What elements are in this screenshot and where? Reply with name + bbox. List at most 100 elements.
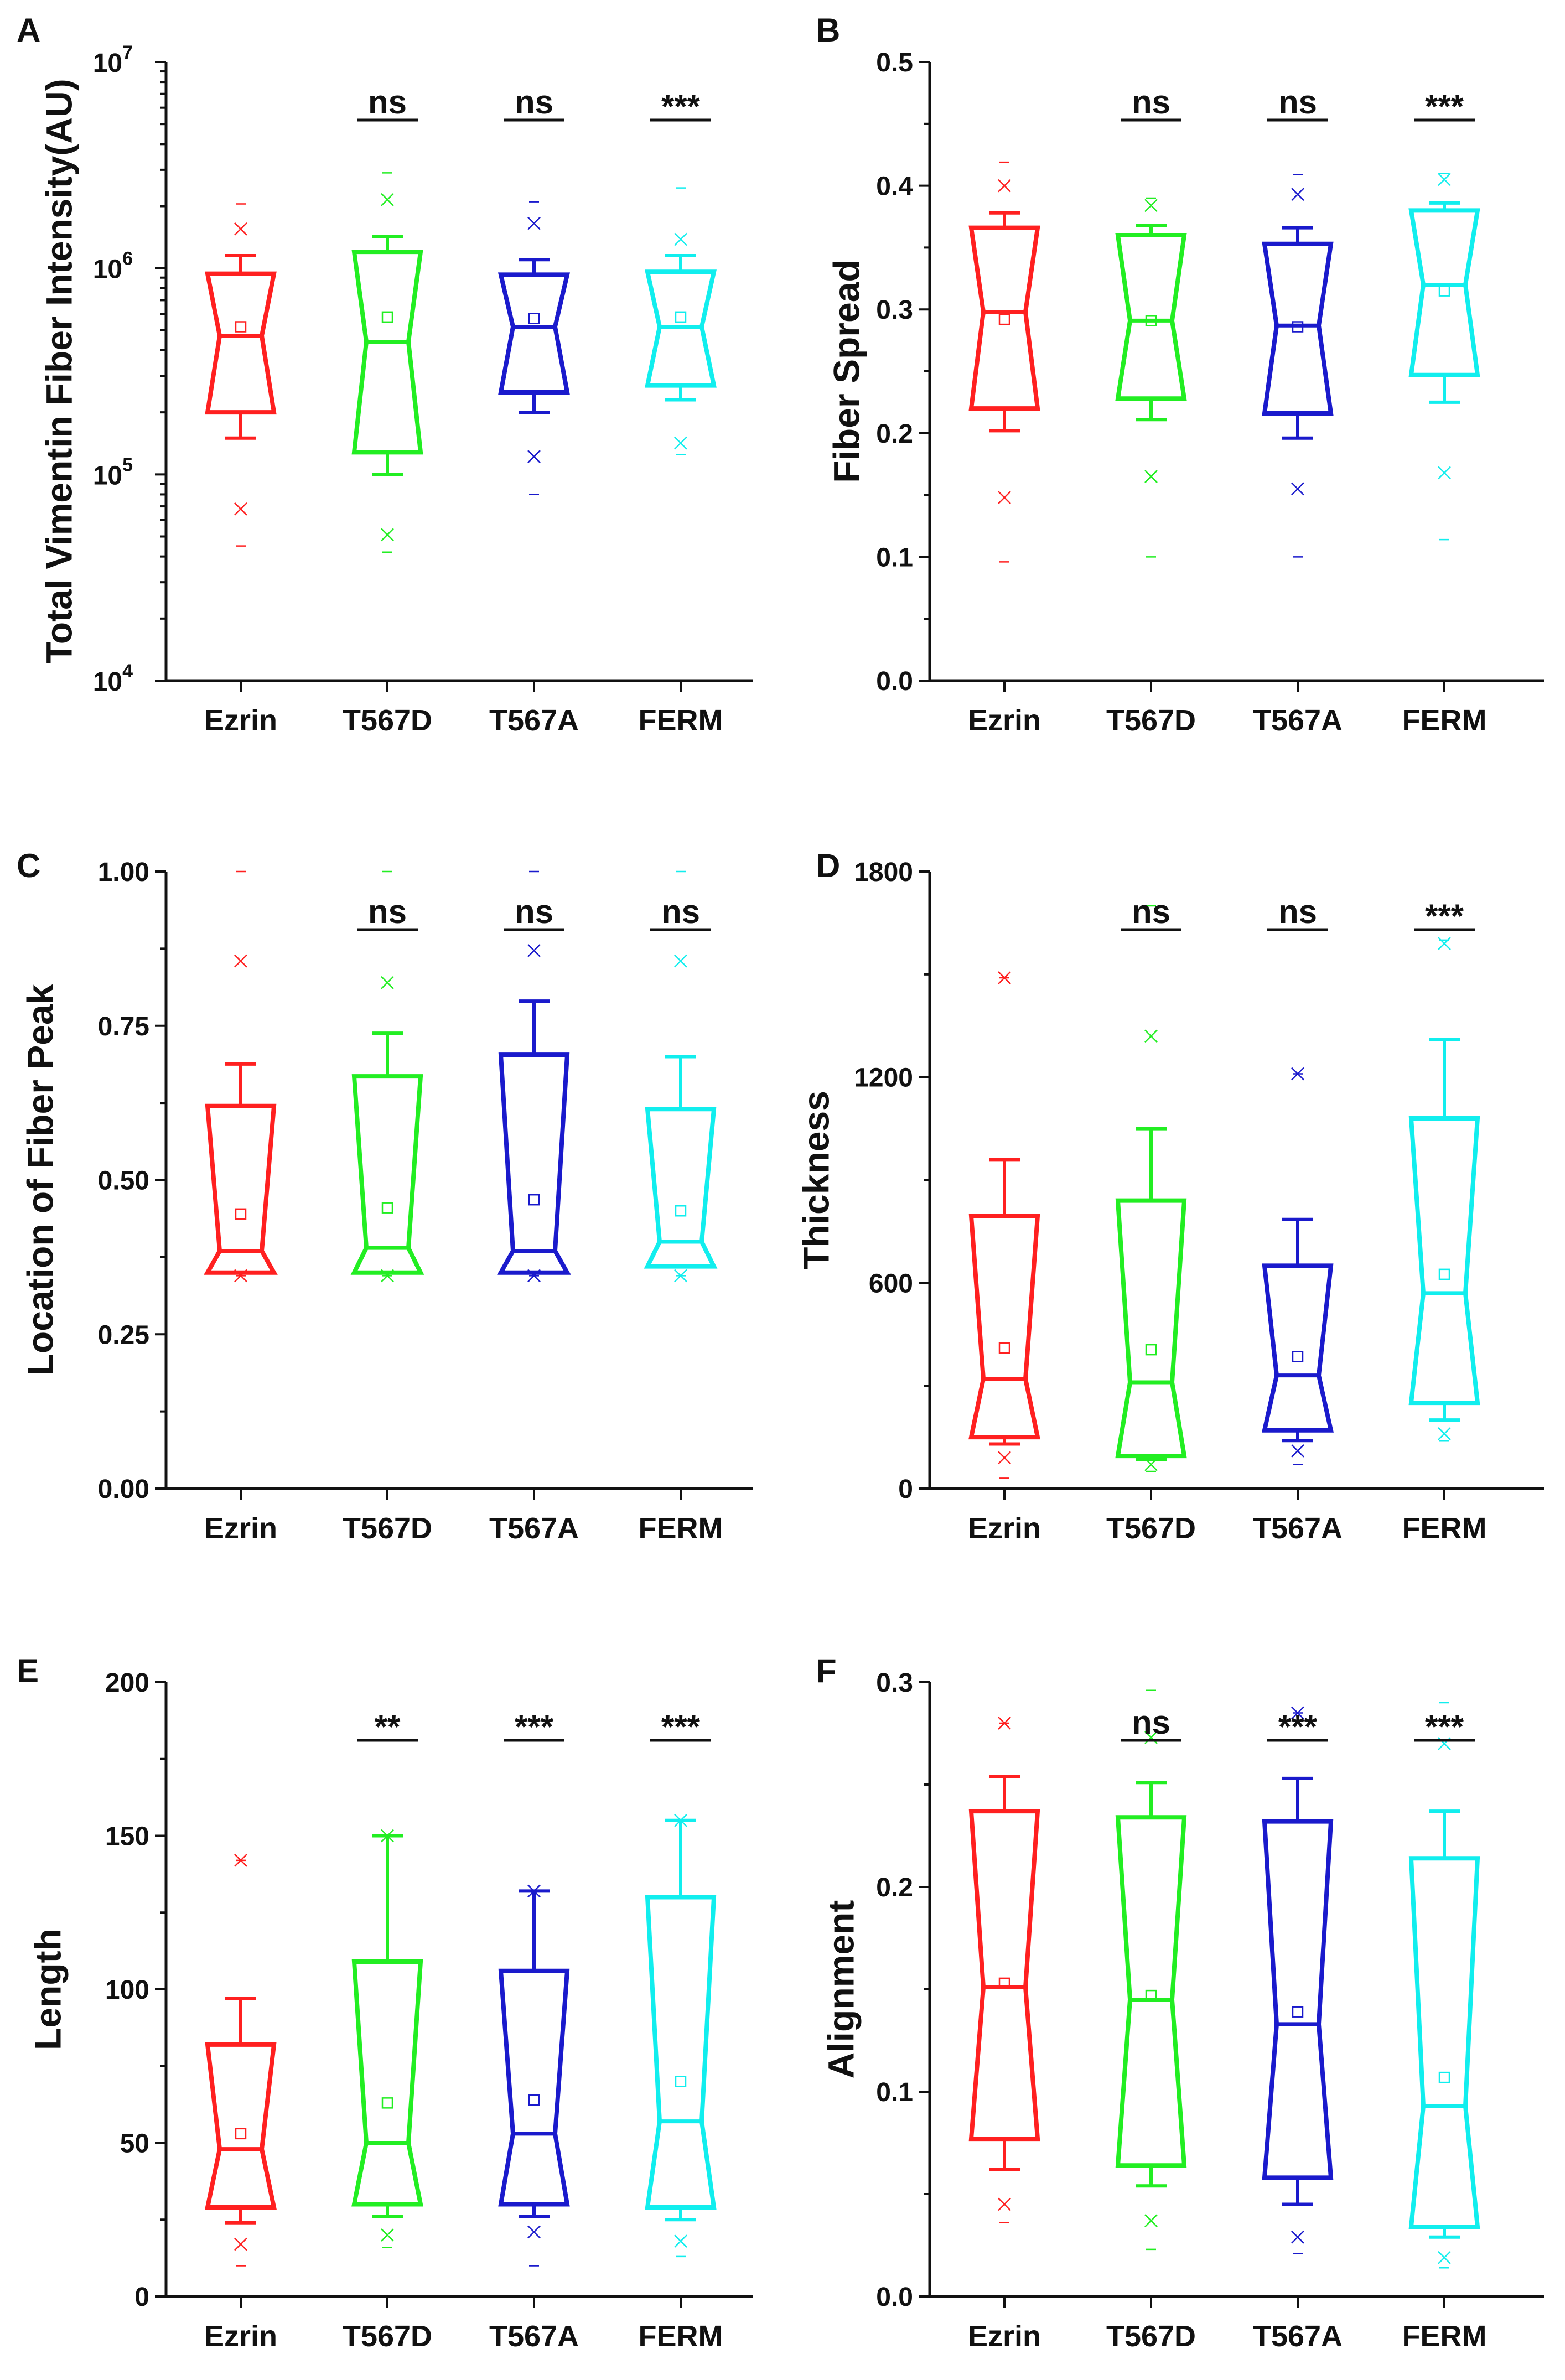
box-body bbox=[1408, 208, 1480, 377]
percentile-99-marker bbox=[998, 179, 1011, 193]
y-tick-label: 600 bbox=[869, 1269, 913, 1298]
box-body bbox=[497, 1052, 571, 1275]
significance-label: ns bbox=[515, 84, 553, 121]
percentile-99-marker bbox=[1438, 937, 1451, 950]
box-t567d: T567D ** bbox=[343, 1708, 432, 2353]
y-tick-label: 0.0 bbox=[876, 2283, 913, 2312]
y-tick-base: 10 bbox=[93, 255, 122, 284]
box-ferm: FERM *** bbox=[1402, 1702, 1487, 2353]
significance-label: ns bbox=[1132, 84, 1170, 121]
y-tick-label: 0.25 bbox=[98, 1320, 149, 1350]
box-t567a: T567A ns bbox=[489, 84, 579, 737]
mean-marker bbox=[381, 2097, 393, 2109]
box-ferm: FERM *** bbox=[639, 1708, 723, 2353]
significance-label: *** bbox=[1425, 1708, 1464, 1745]
x-tick-label: T567D bbox=[1106, 2320, 1196, 2353]
box-t567d: T567D ns bbox=[1106, 1689, 1196, 2353]
box-body bbox=[968, 1809, 1040, 2142]
y-tick-base: 10 bbox=[93, 49, 122, 78]
box-t567d: T567D ns bbox=[343, 870, 432, 1545]
significance-label: ns bbox=[1278, 893, 1317, 930]
y-axis-label: Location of Fiber Peak bbox=[19, 984, 60, 1376]
box-ezrin: Ezrin bbox=[204, 870, 278, 1545]
x-tick-label: Ezrin bbox=[204, 2320, 277, 2353]
x-tick-label: T567D bbox=[1106, 1512, 1196, 1545]
x-tick-label: T567A bbox=[489, 704, 579, 737]
y-tick-label: 0.5 bbox=[876, 48, 913, 77]
mean-marker bbox=[1292, 2006, 1304, 2018]
panel-letter: B bbox=[816, 12, 840, 49]
panel-letter: F bbox=[816, 1652, 837, 1689]
significance-label: ns bbox=[368, 84, 407, 121]
box-body bbox=[968, 1214, 1040, 1440]
mean-marker bbox=[381, 1202, 393, 1214]
y-tick-label: 100 bbox=[105, 1975, 149, 2005]
x-tick-label: T567D bbox=[343, 704, 432, 737]
significance-label: *** bbox=[1425, 88, 1464, 125]
x-tick-label: T567A bbox=[1253, 2320, 1343, 2353]
percentile-1-marker bbox=[234, 2237, 247, 2251]
y-axis-label: Total Vimentin Fiber Intensity(AU) bbox=[38, 79, 79, 663]
significance-label: ns bbox=[368, 893, 407, 930]
y-tick-label: 50 bbox=[120, 2129, 149, 2159]
y-tick-exponent: 7 bbox=[122, 42, 133, 63]
mean-marker bbox=[675, 1205, 687, 1217]
mean-marker bbox=[1145, 1989, 1157, 2002]
x-tick-label: T567A bbox=[1253, 1512, 1343, 1545]
y-tick-label: 0.00 bbox=[98, 1475, 149, 1504]
y-tick-exponent: 5 bbox=[122, 454, 133, 475]
y-tick-label: 1800 bbox=[854, 858, 913, 887]
y-tick-label: 0.2 bbox=[876, 1873, 913, 1902]
mean-marker bbox=[1438, 285, 1450, 297]
y-axis-label: Fiber Spread bbox=[826, 260, 867, 483]
percentile-99-marker bbox=[1144, 1029, 1158, 1043]
mean-marker bbox=[528, 313, 540, 324]
box-body bbox=[1262, 1263, 1334, 1433]
box-ezrin: Ezrin bbox=[968, 971, 1041, 1545]
mean-marker bbox=[381, 311, 393, 323]
mean-marker bbox=[235, 1208, 247, 1220]
box-body bbox=[204, 1103, 278, 1275]
y-tick-label: 107 bbox=[93, 42, 133, 78]
y-tick-label: 0.0 bbox=[876, 667, 913, 696]
significance-label: *** bbox=[661, 88, 701, 125]
x-tick-label: FERM bbox=[1402, 2320, 1487, 2353]
box-t567a: T567A ns bbox=[1253, 893, 1343, 1545]
significance-label: ns bbox=[1278, 84, 1317, 121]
box-t567d: T567D ns bbox=[343, 84, 432, 737]
percentile-99-marker bbox=[1291, 188, 1304, 201]
panel-f: F Alignment 0.0 0.1 0.2 0.3 Ezrin T567D ns T567A *… bbox=[816, 1652, 1544, 2353]
x-tick-label: FERM bbox=[639, 2320, 723, 2353]
percentile-1-marker bbox=[1144, 1458, 1158, 1471]
mean-marker bbox=[1292, 1351, 1304, 1362]
box-body bbox=[351, 250, 423, 455]
percentile-99-marker bbox=[1438, 173, 1451, 186]
box-t567a: T567A *** bbox=[1253, 1706, 1343, 2353]
panel-d: D Thickness 0 600 1200 1800 Ezrin T567D ns T567A n… bbox=[795, 847, 1544, 1545]
box-ezrin: Ezrin bbox=[204, 1854, 277, 2353]
box-body bbox=[1115, 1198, 1187, 1459]
x-tick-label: Ezrin bbox=[204, 1512, 277, 1545]
box-body bbox=[1262, 241, 1334, 416]
percentile-99-marker bbox=[674, 954, 687, 968]
box-ezrin: Ezrin bbox=[204, 203, 277, 737]
mean-marker bbox=[998, 313, 1010, 325]
box-t567d: T567D ns bbox=[1106, 84, 1196, 737]
y-tick-label: 0 bbox=[134, 2283, 149, 2312]
box-ferm: FERM *** bbox=[1402, 88, 1487, 737]
percentile-1-marker bbox=[1291, 1444, 1304, 1458]
y-tick-label: 0.4 bbox=[876, 172, 913, 201]
y-axis-label: Alignment bbox=[820, 1900, 861, 2079]
significance-label: *** bbox=[1278, 1708, 1318, 1745]
mean-marker bbox=[675, 311, 687, 323]
box-body bbox=[1262, 1819, 1334, 2180]
percentile-1-marker bbox=[527, 2225, 541, 2239]
box-body bbox=[1115, 233, 1187, 401]
percentile-99-marker bbox=[381, 193, 394, 206]
percentile-1-marker bbox=[1438, 2251, 1451, 2264]
percentile-1-marker bbox=[998, 2197, 1011, 2211]
mean-marker bbox=[1145, 1344, 1157, 1356]
y-tick-label: 106 bbox=[93, 248, 133, 284]
